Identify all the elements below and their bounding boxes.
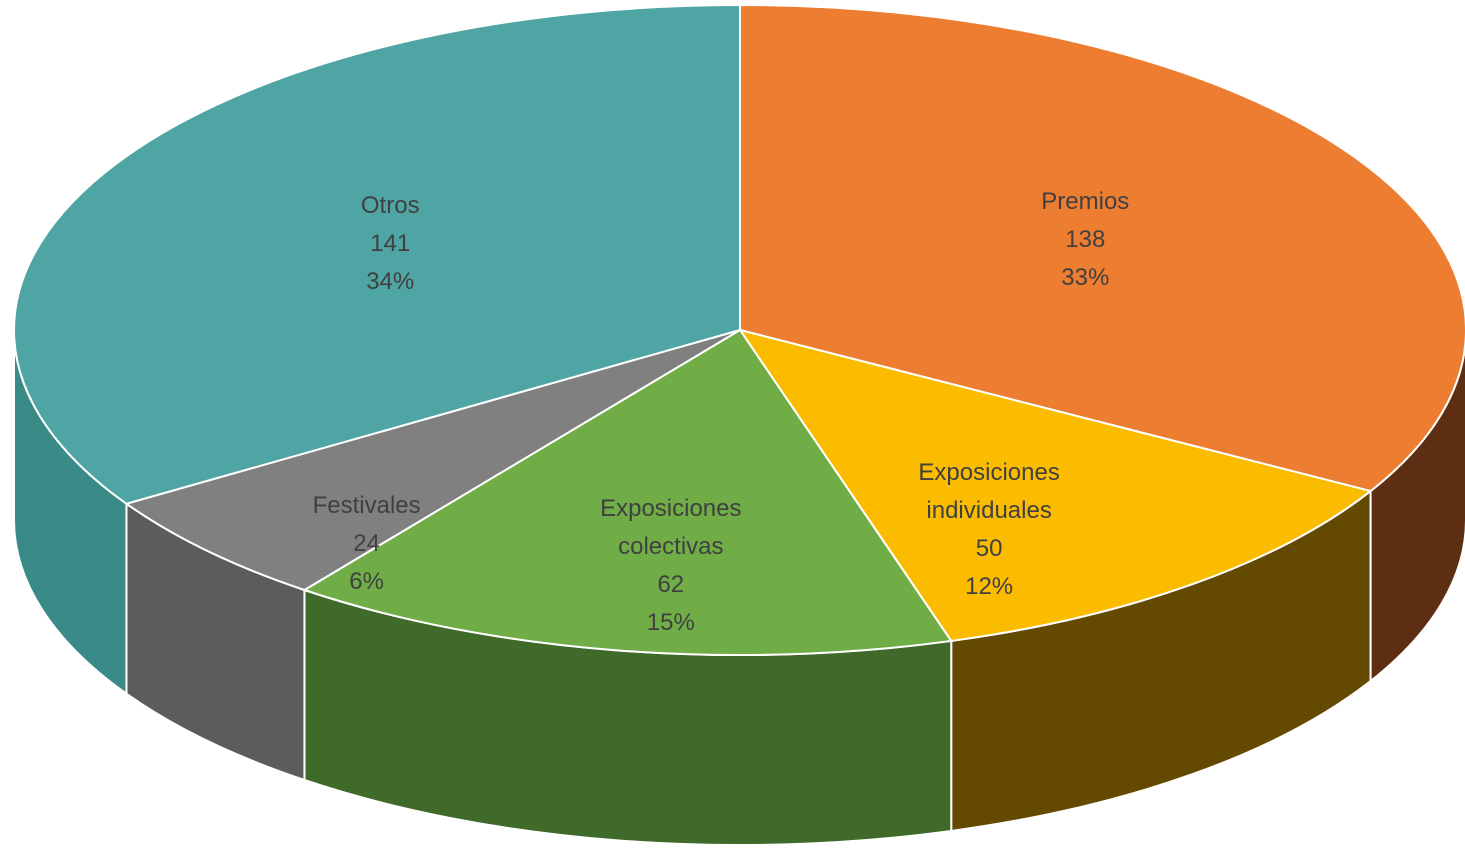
data-label: Otros 141 34%	[295, 187, 485, 301]
label-category: Exposiciones individuales	[918, 458, 1060, 524]
label-percent: 12%	[965, 572, 1014, 600]
slice	[13, 3, 741, 505]
data-label: Exposiciones individuales 50 12%	[894, 454, 1084, 606]
label-percent: 15%	[646, 609, 695, 637]
label-value: 24	[353, 530, 380, 558]
label-category: Premios	[1041, 188, 1130, 216]
slice	[124, 329, 741, 592]
label-percent: 33%	[1061, 264, 1110, 292]
label-value: 50	[975, 534, 1003, 562]
data-label: Festivales 24 6%	[272, 487, 462, 601]
label-percent: 34%	[366, 267, 415, 295]
label-category: Festivales	[312, 492, 421, 520]
slice	[739, 3, 1465, 493]
label-category: Exposiciones colectivas	[600, 495, 742, 561]
slice	[302, 328, 953, 656]
label-value: 138	[1065, 226, 1106, 254]
data-label: Premios 138 33%	[990, 183, 1180, 297]
data-label: Exposiciones colectivas 62 15%	[576, 490, 766, 642]
label-value: 141	[370, 229, 411, 257]
label-category: Otros	[360, 191, 420, 219]
label-value: 62	[657, 571, 685, 599]
label-percent: 6%	[349, 568, 384, 596]
slice	[737, 328, 1373, 643]
